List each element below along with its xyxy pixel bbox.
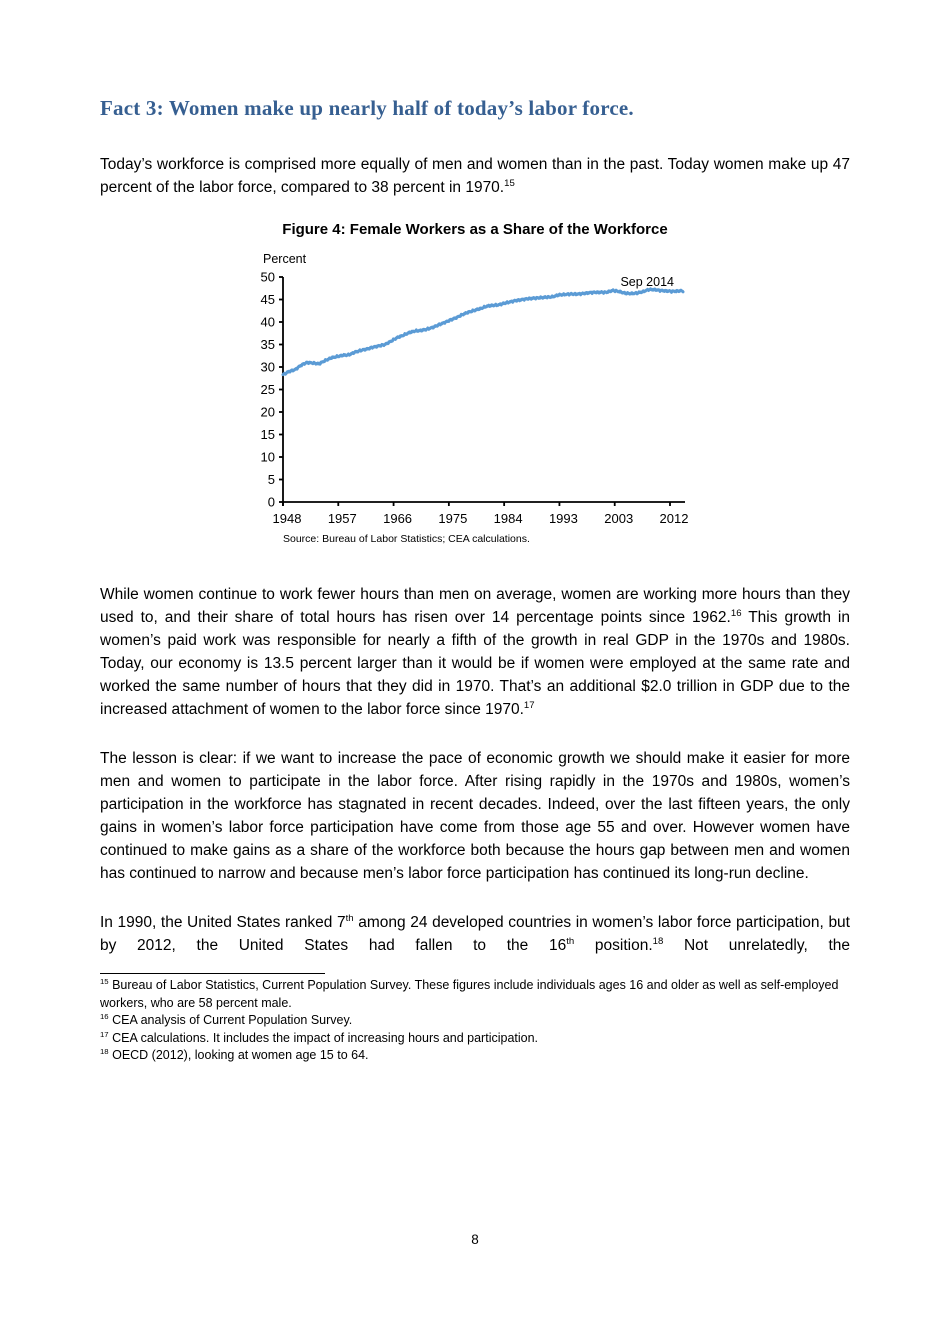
x-tick-label: 1966 <box>383 511 412 526</box>
footnote-17: 17 CEA calculations. It includes the imp… <box>100 1029 539 1045</box>
y-tick-label: 10 <box>261 450 275 465</box>
figure-4: Figure 4: Female Workers as a Share of t… <box>100 221 850 557</box>
x-tick-label: 1948 <box>273 511 302 526</box>
document-page: Fact 3: Women make up nearly half of tod… <box>0 95 950 1325</box>
y-tick-label: 45 <box>261 292 275 307</box>
y-tick-label: 30 <box>261 360 275 375</box>
x-tick-label: 1975 <box>438 511 467 526</box>
line-chart: Percent 0 5 10 15 20 25 30 35 40 45 50 1948 1957 1966 1… <box>261 252 689 545</box>
y-tick-label: 35 <box>261 337 275 352</box>
section-heading: Fact 3: Women make up nearly half of tod… <box>100 96 634 120</box>
x-tick-label: 1957 <box>328 511 357 526</box>
y-tick-label: 15 <box>261 427 275 442</box>
y-tick-label: 40 <box>261 315 275 330</box>
paragraph-hours-gdp: While women continue to work fewer hours… <box>100 586 850 719</box>
y-tick-label: 0 <box>268 495 275 510</box>
footnote-separator <box>100 973 325 975</box>
x-tick-label: 1984 <box>494 511 523 526</box>
y-unit-label: Percent <box>263 252 307 266</box>
footnote-15: 15 Bureau of Labor Statistics, Current P… <box>100 977 839 1010</box>
figure-title: Figure 4: Female Workers as a Share of t… <box>282 221 668 239</box>
y-tick-label: 50 <box>261 270 275 285</box>
x-tick-label: 2012 <box>660 511 689 526</box>
y-tick-label: 5 <box>268 472 275 487</box>
page-number: 8 <box>471 1232 479 1247</box>
y-tick-label: 25 <box>261 382 275 397</box>
series-line <box>281 287 685 377</box>
footnote-16: 16 CEA analysis of Current Population Su… <box>100 1012 353 1028</box>
y-tick-label: 20 <box>261 405 275 420</box>
paragraph-lesson: The lesson is clear: if we want to incre… <box>100 750 850 883</box>
paragraph-intro: Today’s workforce is comprised more equa… <box>100 156 850 197</box>
chart-container: Percent 0 5 10 15 20 25 30 35 40 45 50 1948 1957 1966 1… <box>238 240 850 557</box>
footnote-18: 18 OECD (2012), looking at women age 15 … <box>100 1047 369 1063</box>
x-tick-label: 2003 <box>604 511 633 526</box>
annotation-latest-point: Sep 2014 <box>620 275 674 289</box>
chart-source: Source: Bureau of Labor Statistics; CEA … <box>283 533 530 545</box>
footnotes: 15 Bureau of Labor Statistics, Current P… <box>100 977 850 1065</box>
x-tick-label: 1993 <box>549 511 578 526</box>
paragraph-ranking: In 1990, the United States ranked 7th am… <box>100 913 851 955</box>
